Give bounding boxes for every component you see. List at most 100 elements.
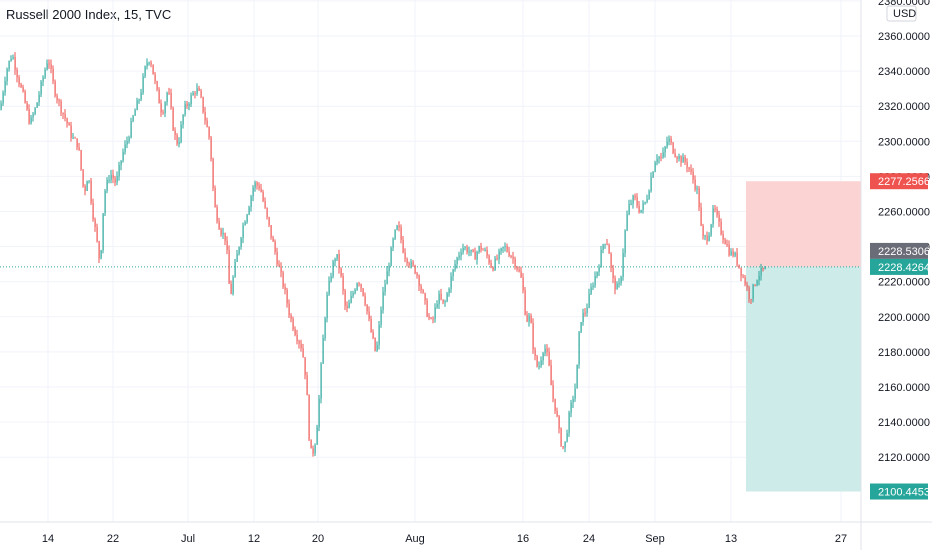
candle-body <box>238 247 240 254</box>
candle-body <box>154 74 156 82</box>
candle-body <box>580 322 582 333</box>
candle-body <box>542 353 544 361</box>
currency-badge[interactable] <box>886 5 917 22</box>
stop-loss-zone[interactable] <box>746 181 861 267</box>
candle-body <box>146 63 148 67</box>
candle-body <box>174 130 176 135</box>
candle-body <box>586 307 588 313</box>
candle-body <box>292 318 294 330</box>
candle-body <box>692 171 694 180</box>
candle-body <box>704 235 706 237</box>
stop-loss-tag <box>870 173 928 190</box>
candle-body <box>348 302 350 309</box>
candle-body <box>364 295 366 305</box>
candle-body <box>180 124 182 142</box>
x-tick-label: 22 <box>107 533 119 545</box>
candle-body <box>158 89 160 104</box>
last-close-tag <box>870 242 928 259</box>
candle-body <box>608 244 610 254</box>
candle-body <box>592 285 594 288</box>
candle-body <box>140 92 142 100</box>
y-tick-label: 2260.0000 <box>878 207 930 219</box>
candle-body <box>482 249 484 251</box>
candle-body <box>368 311 370 320</box>
candle-body <box>90 180 92 203</box>
candle-body <box>388 265 390 272</box>
candle-body <box>350 296 352 303</box>
candle-body <box>658 156 660 159</box>
candle-body <box>394 229 396 239</box>
candle-body <box>16 69 18 78</box>
candle-body <box>242 225 244 239</box>
candle-body <box>664 147 666 153</box>
candle-body <box>382 291 384 310</box>
candle-body <box>246 214 248 223</box>
candle-body <box>456 257 458 265</box>
candle-body <box>170 92 172 108</box>
candle-body <box>460 252 462 256</box>
candle-body <box>530 315 532 324</box>
candle-body <box>290 315 292 319</box>
candle-body <box>222 232 224 235</box>
candle-body <box>570 402 572 413</box>
y-tick-label: 2200.0000 <box>878 312 930 324</box>
candle-body <box>552 385 554 399</box>
candle-body <box>648 191 650 200</box>
candle-body <box>320 363 322 399</box>
candle-body <box>676 156 678 159</box>
candle-body <box>252 187 254 197</box>
candle-body <box>94 219 96 227</box>
y-tick-label: 2140.0000 <box>878 417 930 429</box>
candle-body <box>340 268 342 276</box>
candle-body <box>182 114 184 125</box>
candle-body <box>284 287 286 290</box>
x-tick-label: Jul <box>181 533 195 545</box>
currency-badge-label: USD <box>893 8 916 20</box>
candle-body <box>68 123 70 126</box>
candle-body <box>254 182 256 188</box>
candle-body <box>448 288 450 294</box>
candle-body <box>660 156 662 158</box>
candle-body <box>30 117 32 124</box>
candle-body <box>20 84 22 88</box>
candle-body <box>550 365 552 386</box>
candle-body <box>150 62 152 65</box>
candle-body <box>644 201 646 204</box>
candle-body <box>594 276 596 286</box>
y-tick-label: 2340.0000 <box>878 66 930 78</box>
candle-body <box>288 303 290 316</box>
candle-body <box>2 92 4 104</box>
candle-body <box>686 161 688 168</box>
candle-body <box>512 256 514 259</box>
candle-body <box>156 81 158 90</box>
candle-body <box>716 209 718 215</box>
candle-body <box>678 156 680 159</box>
candle-body <box>632 195 634 204</box>
candle-body <box>464 247 466 249</box>
candle-body <box>758 275 760 281</box>
candle-body <box>66 118 68 124</box>
candle-body <box>80 150 82 170</box>
candle-body <box>226 240 228 251</box>
candle-body <box>304 357 306 376</box>
candle-body <box>142 76 144 93</box>
candle-body <box>734 252 736 256</box>
candle-body <box>258 185 260 189</box>
candle-body <box>724 239 726 245</box>
candle-body <box>710 224 712 236</box>
take-profit-zone[interactable] <box>746 266 861 492</box>
candle-body <box>178 141 180 145</box>
candle-body <box>652 171 654 178</box>
candle-body <box>486 250 488 256</box>
candle-body <box>316 427 318 445</box>
candle-body <box>520 271 522 278</box>
price-axis-bg[interactable] <box>861 0 932 550</box>
candle-body <box>336 254 338 260</box>
candle-body <box>250 196 252 208</box>
candle-body <box>166 92 168 103</box>
candle-body <box>108 179 110 181</box>
candle-body <box>714 208 716 210</box>
candle-body <box>392 238 394 248</box>
